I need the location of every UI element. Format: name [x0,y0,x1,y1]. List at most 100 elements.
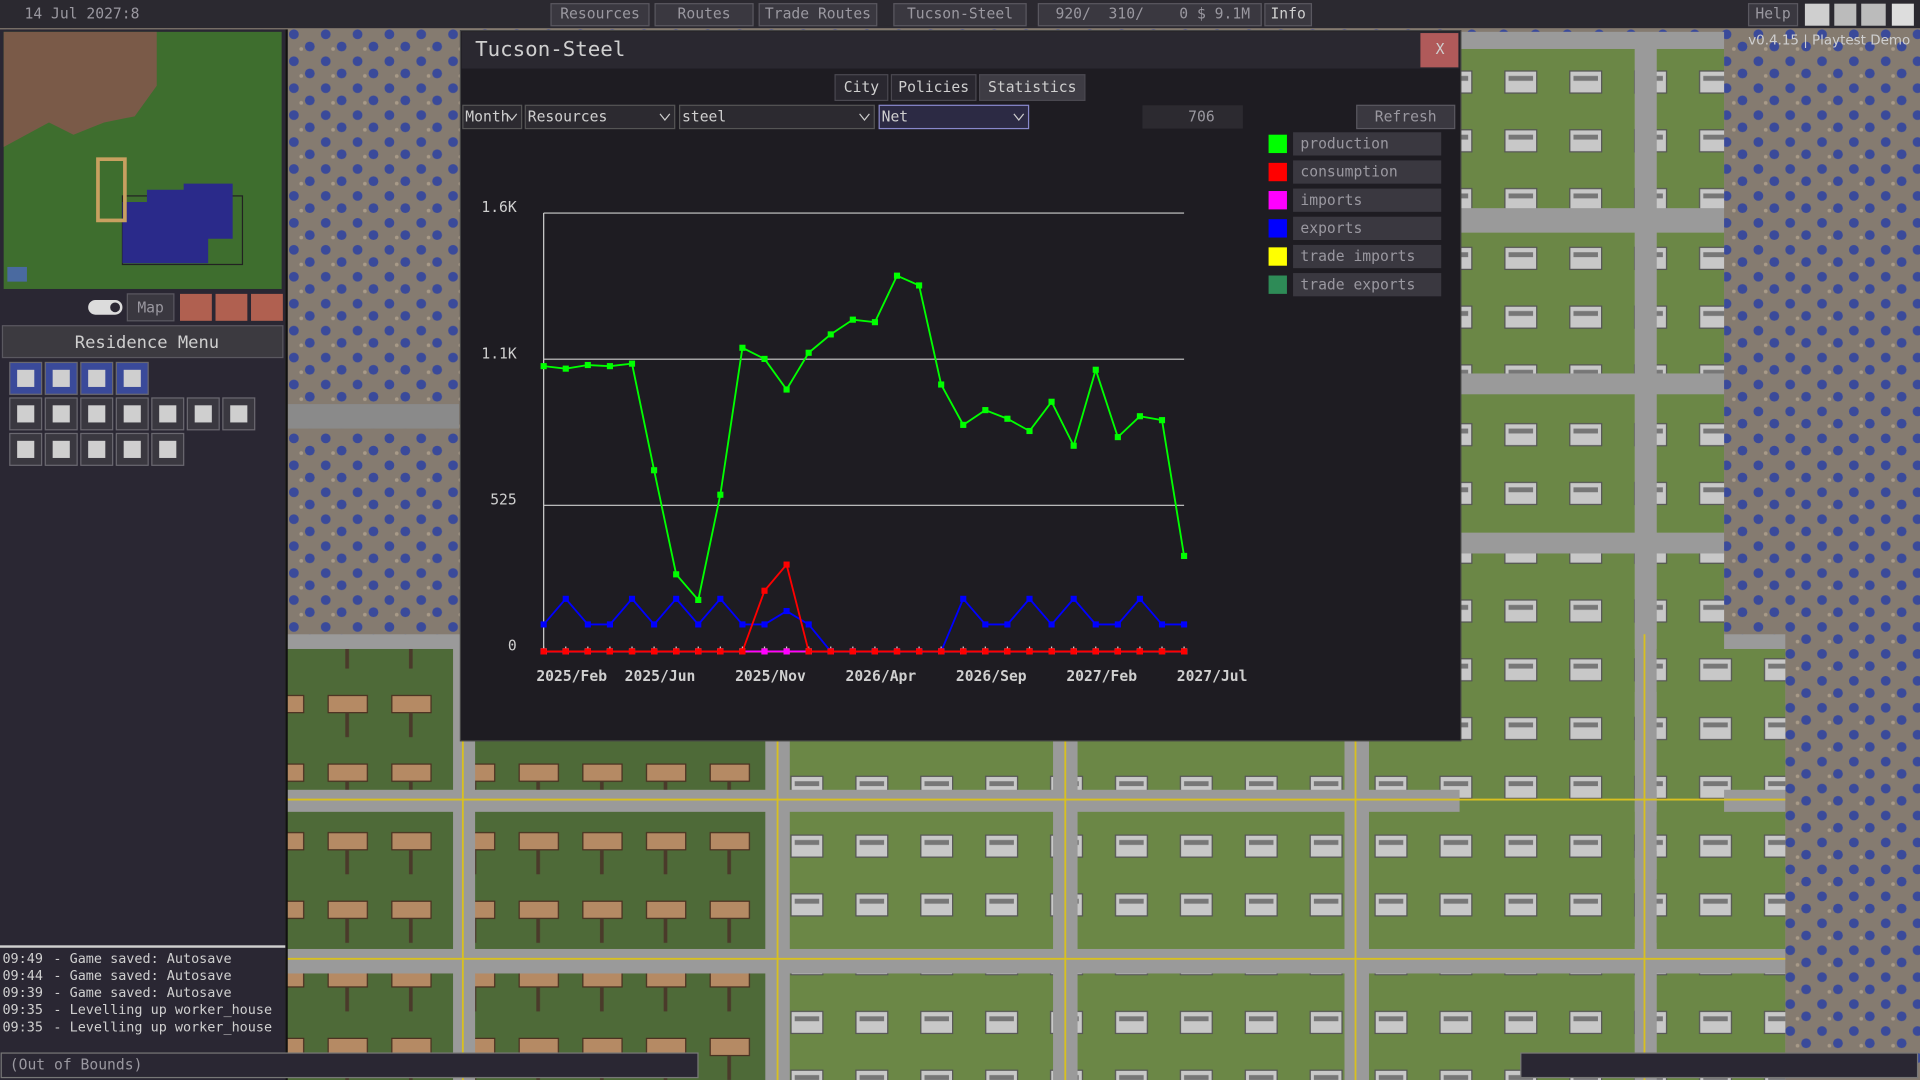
building-icon[interactable] [80,397,114,431]
data-point [540,363,547,370]
log-message: - Levelling up worker_house [45,1003,272,1018]
book-icon[interactable] [1804,3,1830,26]
tool-2[interactable] [215,293,248,321]
minimap-desert [3,31,157,147]
data-point [1114,621,1121,628]
dropdown-arrow [859,113,870,121]
dropdown-arrow [506,113,518,121]
data-point [651,648,658,655]
y-tick-label: 1.1K [481,345,517,362]
building-icon[interactable] [9,432,43,466]
legend-button[interactable] [1293,160,1442,184]
data-point [960,595,967,602]
map-label: Map [137,300,164,317]
legend-button[interactable] [1293,188,1442,212]
data-point [761,648,768,655]
input-box[interactable] [1520,1052,1919,1079]
legend-swatch[interactable] [1268,219,1287,238]
x-tick-label: 2026/Apr [845,668,916,685]
data-point [849,648,856,655]
tab[interactable] [834,74,889,102]
legend-label: consumption [1300,164,1397,181]
chart: 0 525 1.1K 1.6K 2025/Feb 2025/Jun 2025/Nov 2026… [481,199,1247,685]
data-point [1181,552,1188,560]
city-block [789,811,1054,949]
tab[interactable] [890,74,977,102]
info-button[interactable] [1264,3,1313,27]
dropdown[interactable] [462,104,523,130]
log-divider [0,945,286,948]
data-point [562,595,569,602]
city-block [789,973,1054,1080]
data-point [1114,434,1121,441]
data-point [628,648,636,655]
legend-button[interactable] [1293,132,1442,156]
top-button[interactable] [758,3,878,27]
legend-label: imports [1300,192,1362,209]
data-point [651,621,658,628]
data-point [562,648,569,655]
data-point [606,621,613,628]
dropdown[interactable] [878,104,1030,130]
menu-icon[interactable] [1891,3,1914,26]
legend-button[interactable] [1293,216,1442,240]
legend-swatch[interactable] [1268,162,1287,182]
x-tick-label: 2027/Jul [1177,668,1248,685]
data-point [805,648,812,655]
building-icon[interactable] [115,361,149,395]
data-point [982,621,989,628]
refresh-button[interactable] [1356,104,1456,130]
dropdown[interactable] [524,104,676,130]
close-button[interactable] [1420,33,1459,68]
city-block [1459,879,1635,943]
legend-swatch[interactable] [1268,134,1287,154]
data-point [1136,595,1143,602]
log-time: 09:35 [2,1020,43,1035]
dropdown[interactable] [678,104,875,130]
dropdown-label: Resources [528,109,608,126]
city-block [1077,973,1345,1080]
city-block [1459,394,1635,533]
city-block [1459,232,1635,374]
top-button[interactable] [893,3,1027,27]
top-button-label: Tucson-Steel [907,6,1013,23]
settings-icon[interactable] [1861,3,1886,26]
data-point [717,595,724,602]
icon-glyph [159,405,177,423]
series-line [543,562,1185,653]
data-point [695,596,702,603]
tool-3[interactable] [251,293,283,321]
data-point [938,381,945,388]
x-tick-label: 2027/Feb [1066,668,1137,685]
data-point [673,648,680,655]
icon-glyph [88,405,106,423]
data-point [761,621,768,628]
top-button[interactable] [654,3,754,27]
data-point [1004,648,1011,655]
data-point [739,344,746,351]
log-message: - Game saved: Autosave [45,986,231,1001]
window-title: Tucson-Steel [475,37,625,61]
notes-icon[interactable] [1834,3,1857,26]
legend-swatch[interactable] [1268,247,1287,266]
top-button[interactable] [550,3,650,27]
tab-label: Policies [898,79,969,96]
legend-swatch[interactable] [1268,191,1287,210]
tool-1[interactable] [180,293,212,321]
log-message: - Levelling up worker_house [45,1020,272,1035]
data-point [871,319,878,326]
data-point [827,648,834,655]
map-button[interactable] [126,293,175,322]
legend-swatch[interactable] [1268,275,1287,294]
window-title-bar [461,31,1460,69]
legend-button[interactable] [1293,244,1442,269]
data-point [739,621,746,628]
data-point [584,621,591,628]
help-button[interactable] [1747,3,1799,27]
legend-button[interactable] [1293,273,1442,297]
icon-glyph [52,369,70,387]
data-point [805,349,812,356]
tab[interactable] [978,74,1086,102]
